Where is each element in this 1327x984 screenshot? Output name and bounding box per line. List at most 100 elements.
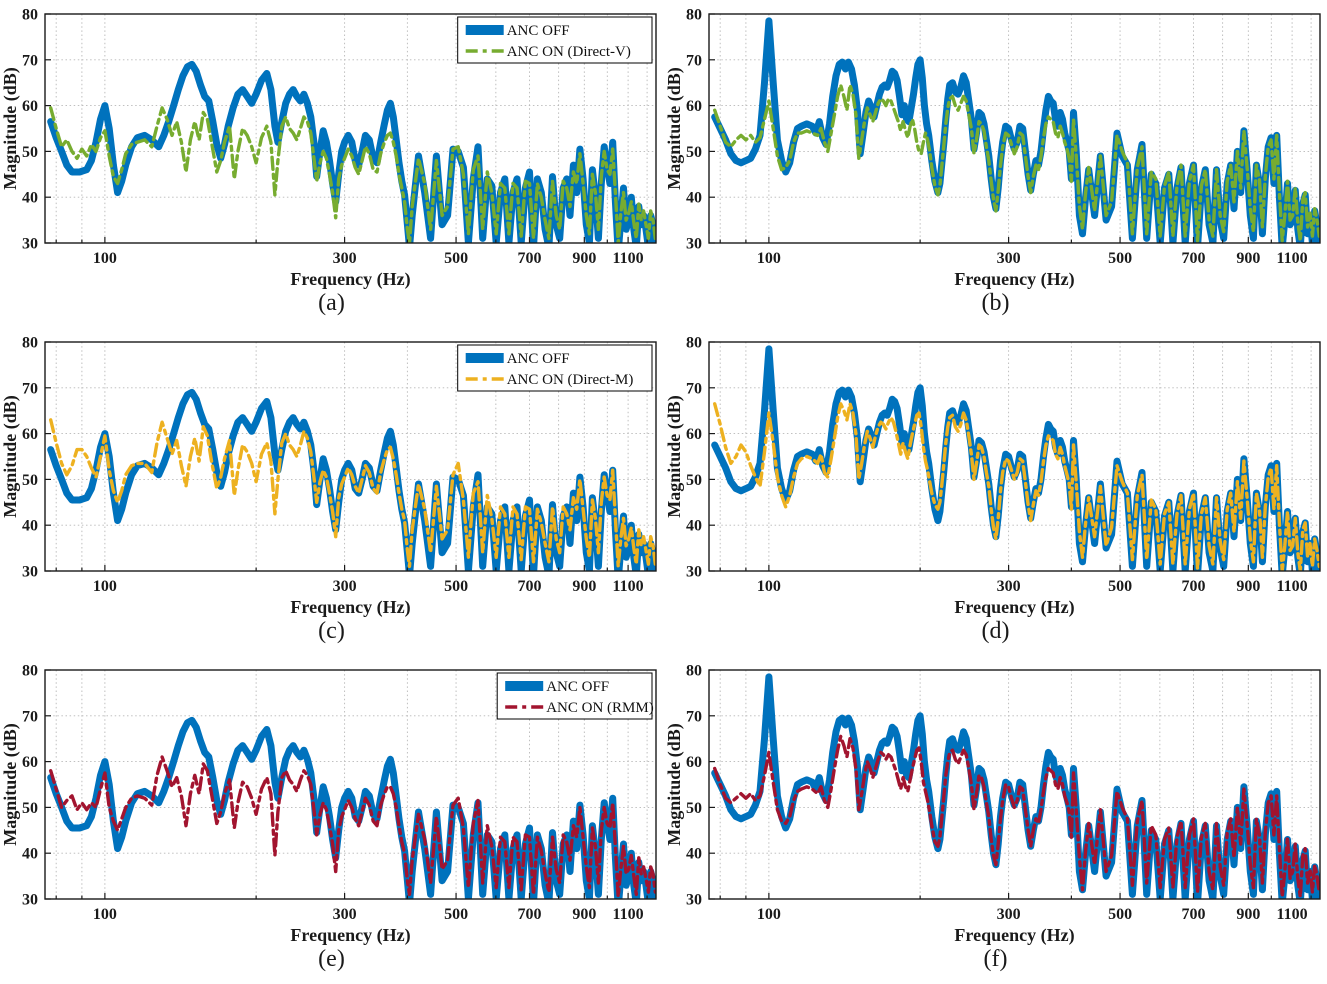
x-tick-label: 500 bbox=[444, 906, 468, 923]
ticks bbox=[45, 341, 648, 572]
y-tick-label: 60 bbox=[22, 98, 38, 115]
legend: ANC OFF ANC ON (Direct-M) bbox=[457, 344, 653, 392]
x-tick-label: 500 bbox=[444, 250, 468, 267]
x-tick-label: 500 bbox=[1108, 250, 1132, 267]
x-tick-label: 100 bbox=[93, 250, 117, 267]
chart-d: 100 300 500 700 900 1100 30 40 50 60 70 80 Frequency… bbox=[664, 328, 1327, 656]
y-tick-label: 70 bbox=[686, 708, 702, 725]
x-axis-label: Frequency (Hz) bbox=[290, 597, 410, 618]
series-anc-off bbox=[47, 716, 656, 899]
y-tick-label: 70 bbox=[22, 52, 38, 69]
legend-label: ANC OFF bbox=[507, 351, 570, 367]
y-tick-label: 80 bbox=[22, 663, 38, 680]
x-tick-label: 1100 bbox=[1277, 578, 1308, 595]
x-tick-label: 900 bbox=[1236, 250, 1260, 267]
x-tick-label: 100 bbox=[757, 906, 781, 923]
plot-area bbox=[47, 60, 656, 243]
y-tick-label: 80 bbox=[686, 663, 702, 680]
x-tick-label: 100 bbox=[757, 250, 781, 267]
ticks bbox=[709, 669, 1312, 900]
x-tick-label: 900 bbox=[572, 578, 596, 595]
y-tick-label: 50 bbox=[22, 800, 38, 817]
x-axis-label: Frequency (Hz) bbox=[290, 925, 410, 946]
y-tick-label: 50 bbox=[686, 472, 702, 489]
x-tick-label: 500 bbox=[1108, 906, 1132, 923]
x-tick-label: 900 bbox=[1236, 578, 1260, 595]
x-tick-label: 700 bbox=[1181, 250, 1205, 267]
plot-area bbox=[47, 388, 656, 571]
y-tick-label: 70 bbox=[686, 380, 702, 397]
y-tick-label: 40 bbox=[22, 846, 38, 863]
y-tick-label: 30 bbox=[22, 236, 38, 253]
axes-box bbox=[708, 341, 1321, 572]
y-tick-label: 30 bbox=[686, 892, 702, 909]
chart-a: 100 300 500 700 900 1100 30 40 50 60 70 80 Frequency… bbox=[0, 0, 663, 328]
legend-box bbox=[457, 344, 653, 392]
plot-area bbox=[711, 673, 1320, 899]
x-axis-label: Frequency (Hz) bbox=[954, 269, 1074, 290]
y-tick-label: 60 bbox=[22, 426, 38, 443]
panel-c: 100 300 500 700 900 1100 30 40 50 60 70 80 Frequency… bbox=[0, 328, 663, 656]
y-axis-label: Magnitude (dB) bbox=[664, 723, 685, 846]
axes-box bbox=[708, 669, 1321, 900]
plot-area bbox=[711, 345, 1320, 571]
y-tick-label: 40 bbox=[686, 190, 702, 207]
axes-box bbox=[44, 13, 657, 244]
axes-box bbox=[44, 669, 657, 900]
x-tick-label: 1100 bbox=[613, 906, 644, 923]
panel-e: 100 300 500 700 900 1100 30 40 50 60 70 80 Frequency… bbox=[0, 656, 663, 984]
x-tick-label: 100 bbox=[757, 578, 781, 595]
x-tick-label: 700 bbox=[517, 578, 541, 595]
chart-f: 100 300 500 700 900 1100 30 40 50 60 70 80 Frequency… bbox=[664, 656, 1327, 984]
y-tick-label: 80 bbox=[686, 7, 702, 24]
x-axis-label: Frequency (Hz) bbox=[290, 269, 410, 290]
y-tick-label: 70 bbox=[22, 380, 38, 397]
x-tick-label: 300 bbox=[333, 250, 357, 267]
x-tick-label: 100 bbox=[93, 578, 117, 595]
y-tick-label: 80 bbox=[686, 335, 702, 352]
legend-box bbox=[457, 16, 653, 64]
series-anc-on bbox=[49, 106, 656, 243]
caption-c: (c) bbox=[318, 618, 345, 644]
x-tick-label: 900 bbox=[572, 906, 596, 923]
y-tick-label: 60 bbox=[686, 98, 702, 115]
y-axis-label: Magnitude (dB) bbox=[0, 723, 21, 846]
y-tick-label: 50 bbox=[22, 472, 38, 489]
y-tick-label: 30 bbox=[686, 236, 702, 253]
y-tick-label: 60 bbox=[686, 754, 702, 771]
y-tick-label: 40 bbox=[22, 190, 38, 207]
legend-label: ANC ON (Direct-M) bbox=[507, 372, 634, 388]
y-tick-label: 70 bbox=[686, 52, 702, 69]
plot-area bbox=[47, 716, 656, 899]
ticks bbox=[709, 13, 1312, 244]
series-anc-on bbox=[713, 734, 1320, 899]
y-axis-label: Magnitude (dB) bbox=[0, 67, 21, 190]
x-tick-label: 1100 bbox=[1277, 906, 1308, 923]
series-anc-on bbox=[713, 83, 1320, 243]
x-tick-label: 1100 bbox=[613, 250, 644, 267]
y-axis-label: Magnitude (dB) bbox=[664, 395, 685, 518]
legend-label: ANC ON (Direct-V) bbox=[507, 44, 631, 60]
x-tick-label: 700 bbox=[1181, 578, 1205, 595]
y-axis-label: Magnitude (dB) bbox=[664, 67, 685, 190]
chart-b: 100 300 500 700 900 1100 30 40 50 60 70 80 Frequency… bbox=[664, 0, 1327, 328]
y-tick-label: 60 bbox=[686, 426, 702, 443]
y-tick-label: 50 bbox=[686, 800, 702, 817]
y-tick-label: 30 bbox=[22, 564, 38, 581]
x-tick-label: 100 bbox=[93, 906, 117, 923]
panel-f: 100 300 500 700 900 1100 30 40 50 60 70 80 Frequency… bbox=[664, 656, 1327, 984]
ticks bbox=[709, 341, 1312, 572]
x-axis-label: Frequency (Hz) bbox=[954, 597, 1074, 618]
x-tick-label: 500 bbox=[444, 578, 468, 595]
ticks bbox=[45, 669, 648, 900]
x-tick-label: 500 bbox=[1108, 578, 1132, 595]
panel-b: 100 300 500 700 900 1100 30 40 50 60 70 80 Frequency… bbox=[664, 0, 1327, 328]
series-anc-on bbox=[49, 418, 656, 569]
legend: ANC OFF ANC ON (RMM) bbox=[496, 672, 654, 720]
x-tick-label: 900 bbox=[1236, 906, 1260, 923]
legend-label: ANC ON (RMM) bbox=[546, 700, 654, 716]
series-anc-on bbox=[713, 402, 1320, 571]
y-axis-label: Magnitude (dB) bbox=[0, 395, 21, 518]
legend-box bbox=[496, 672, 653, 720]
